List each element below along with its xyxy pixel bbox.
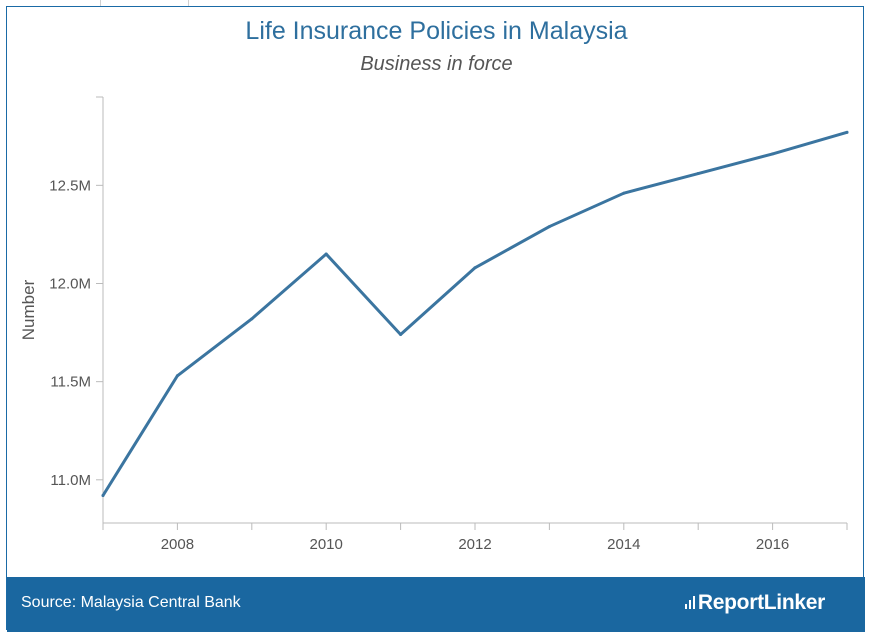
chart-title: Life Insurance Policies in Malaysia — [245, 17, 628, 45]
x-tick-label: 2008 — [161, 536, 194, 553]
data-point — [399, 333, 403, 337]
source-note: Source: Malaysia Central Bank — [21, 594, 241, 611]
data-point — [771, 152, 775, 156]
tab-divider — [100, 0, 101, 6]
data-point — [547, 225, 551, 229]
y-tick-label: 12.5M — [49, 177, 91, 194]
data-point — [473, 266, 477, 270]
footer-bar: Source: Malaysia Central Bank ReportLink… — [7, 577, 865, 632]
x-tick-label: 2016 — [756, 536, 789, 553]
data-point — [696, 172, 700, 176]
brand-logo: ReportLinker — [684, 591, 825, 615]
data-point — [622, 191, 626, 195]
data-point — [101, 494, 105, 498]
y-tick-label: 11.0M — [50, 472, 91, 489]
data-point — [324, 252, 328, 256]
bar-chart-icon — [684, 596, 695, 609]
data-point — [845, 130, 849, 134]
data-point — [175, 374, 179, 378]
data-point — [250, 317, 254, 321]
chart-subtitle: Business in force — [360, 53, 513, 75]
tab-divider — [188, 0, 189, 6]
y-axis-title: Number — [19, 279, 38, 340]
x-tick-label: 2014 — [607, 536, 640, 553]
top-tab-strip — [0, 0, 873, 6]
y-tick-label: 11.5M — [50, 374, 91, 391]
x-tick-label: 2010 — [310, 536, 343, 553]
chart-frame — [6, 6, 864, 630]
series-line — [101, 130, 849, 498]
brand-name: ReportLinker — [697, 591, 825, 614]
x-tick-label: 2012 — [458, 536, 491, 553]
y-tick-label: 12.0M — [49, 275, 91, 292]
